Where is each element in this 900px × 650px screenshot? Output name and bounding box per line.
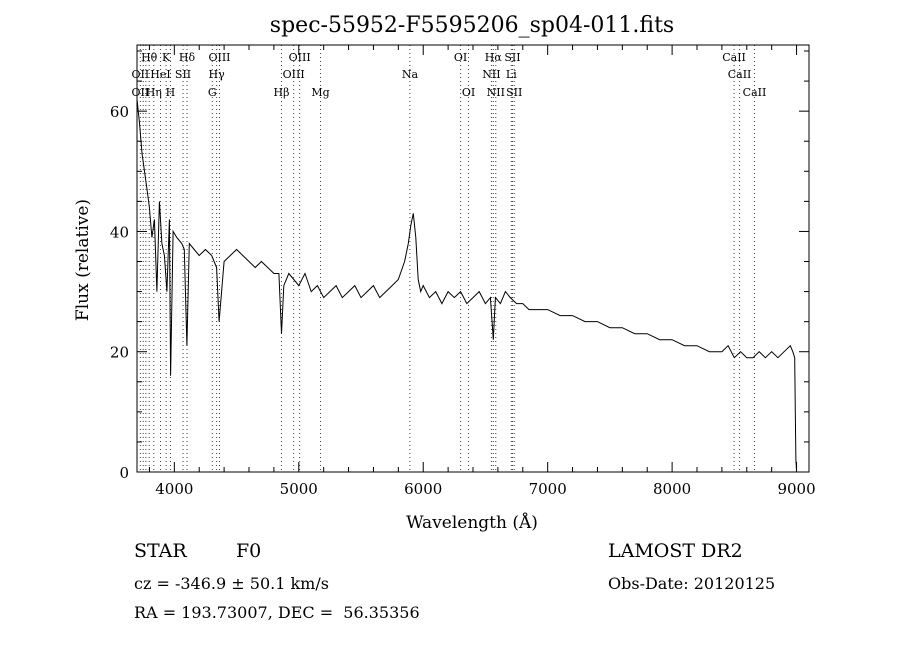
y-tick-label-3: 60 [110, 103, 129, 121]
line-marker-label-10: HeI [150, 68, 170, 81]
y-tick-label-0: 0 [119, 464, 129, 482]
line-marker-label-22: Hβ [274, 86, 290, 99]
line-marker-label-18: OII [132, 86, 150, 99]
survey-name: LAMOST DR2 [608, 540, 743, 562]
line-marker-label-5: OI [454, 51, 467, 64]
line-marker-label-0: Hθ [141, 51, 158, 64]
line-marker-label-2: Hδ [179, 51, 196, 64]
line-marker-label-3: OIII [208, 51, 230, 64]
line-marker-label-21: G [208, 86, 217, 99]
line-marker-label-1: K [162, 51, 171, 64]
object-class: STAR [134, 540, 187, 562]
line-marker-label-14: Na [402, 68, 419, 81]
line-marker-label-4: OIII [289, 51, 311, 64]
line-marker-label-15: NII [482, 68, 500, 81]
object-subclass: F0 [236, 540, 262, 562]
line-marker-label-27: CaII [743, 86, 767, 99]
line-markers [139, 45, 755, 472]
obs-date: Obs-Date: 20120125 [608, 574, 776, 593]
x-tick-label-1: 5000 [280, 480, 318, 498]
coordinates: RA = 193.73007, DEC = 56.35356 [134, 603, 420, 622]
line-marker-label-13: OIII [283, 68, 305, 81]
y-tick-label-2: 40 [110, 223, 129, 241]
line-marker-label-25: NII [487, 86, 505, 99]
line-marker-label-26: SII [506, 86, 522, 99]
line-marker-label-7: SII [504, 51, 520, 64]
x-tick-label-3: 7000 [529, 480, 567, 498]
line-marker-label-16: Li [506, 68, 517, 81]
line-marker-label-8: CaII [722, 51, 746, 64]
y-tick-label-1: 20 [110, 344, 129, 362]
line-marker-label-12: Hγ [209, 68, 226, 81]
line-marker-label-6: Hα [485, 51, 503, 64]
line-marker-label-11: SII [175, 68, 191, 81]
axis-ticks: 4000 5000 6000 7000 8000 9000 0 20 40 60 [110, 45, 816, 498]
y-axis-label: Flux (relative) [73, 199, 93, 321]
x-tick-label-0: 4000 [155, 480, 193, 498]
spectrum-line [136, 99, 798, 473]
line-marker-label-9: OII [132, 68, 150, 81]
line-marker-label-24: OI [462, 86, 475, 99]
plot-frame [136, 44, 810, 473]
x-tick-label-4: 8000 [653, 480, 691, 498]
chart-title: spec-55952-F5595206_sp04-011.fits [270, 13, 674, 38]
x-tick-label-5: 9000 [777, 480, 815, 498]
x-tick-label-2: 6000 [404, 480, 442, 498]
x-axis-label: Wavelength (Å) [406, 512, 538, 533]
line-marker-label-23: Mg [311, 86, 329, 99]
line-marker-label-19: Hη [146, 86, 162, 99]
redshift-text: cz = -346.9 ± 50.1 km/s [134, 574, 329, 593]
line-marker-label-17: CaII [728, 68, 752, 81]
line-marker-label-20: H [166, 86, 176, 99]
